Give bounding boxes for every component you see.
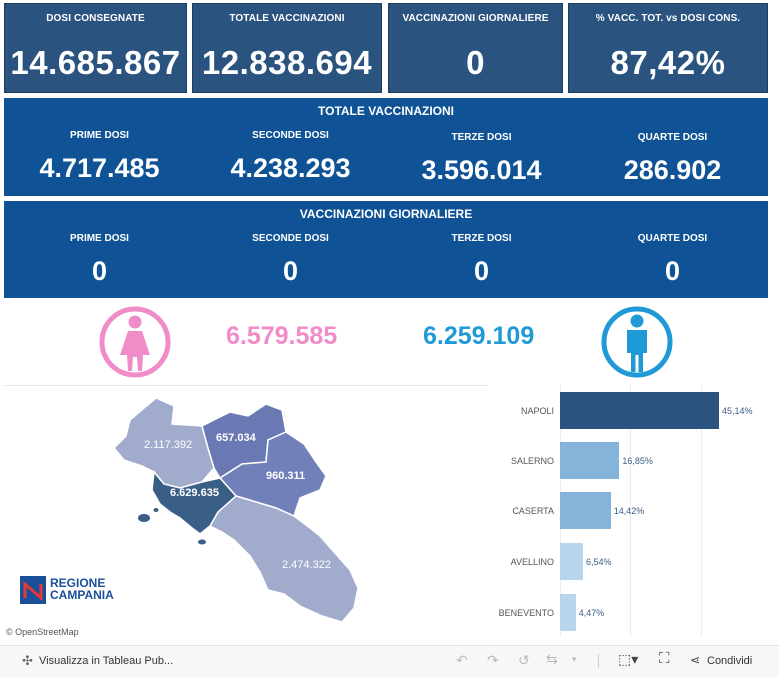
view-in-tableau-link[interactable]: Visualizza in Tableau Pub... xyxy=(39,655,174,667)
bar-category-label: BENEVENTO xyxy=(498,608,554,618)
panel-title: VACCINAZIONI GIORNALIERE xyxy=(299,207,473,221)
kpi-value: 12.838.694 xyxy=(201,44,373,81)
stat-prime-dosi: PRIME DOSI 4.717.485 xyxy=(4,130,195,184)
kpi-value: 87,42% xyxy=(610,44,726,81)
value-salerno: 2.474.322 xyxy=(282,559,331,571)
logo-emblem-icon xyxy=(20,576,46,604)
kpi-value: 14.685.867 xyxy=(10,44,181,81)
bar-napoli[interactable] xyxy=(560,392,719,429)
bar-value-label: 4,47% xyxy=(578,608,605,618)
kpi-label: DOSI CONSEGNATE xyxy=(46,13,145,24)
refresh-dropdown-icon[interactable]: ▾ xyxy=(572,654,577,664)
value-napoli: 6.629.635 xyxy=(170,487,219,499)
stat-value: 0 xyxy=(282,256,299,286)
stat-value: 3.596.014 xyxy=(421,155,542,185)
stat-label: QUARTE DOSI xyxy=(637,233,708,244)
logo-line1: REGIONE xyxy=(50,576,106,590)
map-attribution[interactable]: © OpenStreetMap xyxy=(6,627,79,637)
kpi-label: TOTALE VACCINAZIONI xyxy=(229,13,345,24)
male-count: 6.259.109 xyxy=(423,322,535,350)
male-icon xyxy=(601,306,673,378)
province-napoli xyxy=(151,470,238,535)
bar-value-label: 14,42% xyxy=(613,506,645,516)
stat-label: PRIME DOSI xyxy=(70,233,129,244)
refresh-icon[interactable]: ⇆ xyxy=(546,651,558,667)
kpi-label: % VACC. TOT. vs DOSI CONS. xyxy=(595,13,741,24)
logo-line2: CAMPANIA xyxy=(50,588,114,602)
gridline xyxy=(701,385,702,637)
stat-label: PRIME DOSI xyxy=(70,130,129,141)
revert-icon[interactable]: ↺ xyxy=(518,652,530,668)
female-icon xyxy=(99,306,171,378)
tableau-logo-icon: ✣ xyxy=(22,653,33,668)
gridline xyxy=(630,385,631,637)
download-icon[interactable]: ⬚▾ xyxy=(618,651,639,667)
stat-value: 0 xyxy=(91,256,108,286)
tableau-toolbar: ✣ Visualizza in Tableau Pub... ↶ ↷ ↺ ⇆ ▾… xyxy=(0,645,779,677)
kpi-totale-vaccinazioni: TOTALE VACCINAZIONI 12.838.694 xyxy=(192,3,382,93)
stat-terze-dosi: TERZE DOSI 3.596.014 xyxy=(386,132,577,186)
bar-caserta[interactable] xyxy=(560,492,611,529)
bar-category-label: NAPOLI xyxy=(520,406,554,416)
share-icon[interactable]: ⋖ xyxy=(690,653,701,667)
value-benevento: 657.034 xyxy=(216,432,257,444)
share-button[interactable]: Condividi xyxy=(707,655,753,667)
value-avellino: 960.311 xyxy=(266,470,305,482)
bar-avellino[interactable] xyxy=(560,543,584,580)
value-caserta: 2.117.392 xyxy=(144,439,192,451)
stat-seconde-dosi: SECONDE DOSI 0 xyxy=(195,233,386,287)
stat-value: 4.717.485 xyxy=(39,153,160,183)
stat-label: SECONDE DOSI xyxy=(252,233,329,244)
bar-category-label: CASERTA xyxy=(512,506,554,516)
stat-prime-dosi: PRIME DOSI 0 xyxy=(4,233,195,287)
stat-quarte-dosi: QUARTE DOSI 0 xyxy=(577,233,768,287)
bar-salerno[interactable] xyxy=(560,442,620,479)
bar-category-label: SALERNO xyxy=(510,456,554,466)
totale-vaccinazioni-panel: TOTALE VACCINAZIONI PRIME DOSI 4.717.485… xyxy=(4,98,768,196)
bar-benevento[interactable] xyxy=(560,594,576,631)
stat-seconde-dosi: SECONDE DOSI 4.238.293 xyxy=(195,130,386,184)
undo-icon[interactable]: ↶ xyxy=(456,652,468,668)
bar-category-label: AVELLINO xyxy=(510,557,554,567)
stat-value: 286.902 xyxy=(623,155,722,185)
toolbar-divider xyxy=(598,654,599,668)
bar-value-label: 45,14% xyxy=(722,406,753,416)
fullscreen-icon[interactable]: ⛶ xyxy=(659,650,670,667)
stat-value: 0 xyxy=(473,256,490,286)
kpi-dosi-consegnate: DOSI CONSEGNATE 14.685.867 xyxy=(4,3,187,93)
redo-icon[interactable]: ↷ xyxy=(487,652,499,668)
bar-value-label: 16,85% xyxy=(622,456,653,466)
kpi-value: 0 xyxy=(466,44,485,81)
kpi-label: VACCINAZIONI GIORNALIERE xyxy=(402,13,549,24)
stat-label: TERZE DOSI xyxy=(451,233,512,244)
province-bar-chart: NAPOLI 45,14% SALERNO 16,85% CASERTA 14,42% AV… xyxy=(490,385,775,639)
vaccinazioni-giornaliere-panel: VACCINAZIONI GIORNALIERE PRIME DOSI 0 SE… xyxy=(4,201,768,298)
female-count: 6.579.585 xyxy=(226,322,338,350)
province-salerno xyxy=(208,495,359,623)
province-map[interactable]: 2.117.392 657.034 960.311 6.629.635 2.47… xyxy=(4,385,488,640)
stat-label: QUARTE DOSI xyxy=(637,132,708,143)
kpi-vaccinazioni-giornaliere: VACCINAZIONI GIORNALIERE 0 xyxy=(388,3,563,93)
kpi-percentuale: % VACC. TOT. vs DOSI CONS. 87,42% xyxy=(568,3,768,93)
bar-value-label: 6,54% xyxy=(586,557,612,567)
stat-label: TERZE DOSI xyxy=(451,132,512,143)
panel-title: TOTALE VACCINAZIONI xyxy=(318,104,454,118)
stat-value: 0 xyxy=(664,256,681,286)
stat-value: 4.238.293 xyxy=(230,153,351,183)
campania-map[interactable]: 2.117.392 657.034 960.311 6.629.635 2.47… xyxy=(4,386,488,640)
stat-label: SECONDE DOSI xyxy=(252,130,329,141)
stat-quarte-dosi: QUARTE DOSI 286.902 xyxy=(577,132,768,186)
stat-terze-dosi: TERZE DOSI 0 xyxy=(386,233,577,287)
